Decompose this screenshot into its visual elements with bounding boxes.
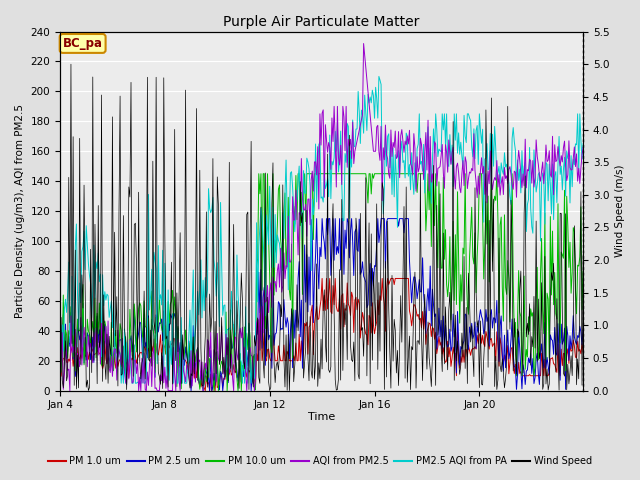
Text: BC_pa: BC_pa bbox=[63, 37, 102, 50]
Y-axis label: Wind Speed (m/s): Wind Speed (m/s) bbox=[615, 165, 625, 257]
Y-axis label: Particle Density (ug/m3), AQI from PM2.5: Particle Density (ug/m3), AQI from PM2.5 bbox=[15, 104, 25, 318]
X-axis label: Time: Time bbox=[308, 412, 335, 422]
Title: Purple Air Particulate Matter: Purple Air Particulate Matter bbox=[223, 15, 420, 29]
Legend: PM 1.0 um, PM 2.5 um, PM 10.0 um, AQI from PM2.5, PM2.5 AQI from PA, Wind Speed: PM 1.0 um, PM 2.5 um, PM 10.0 um, AQI fr… bbox=[44, 453, 596, 470]
